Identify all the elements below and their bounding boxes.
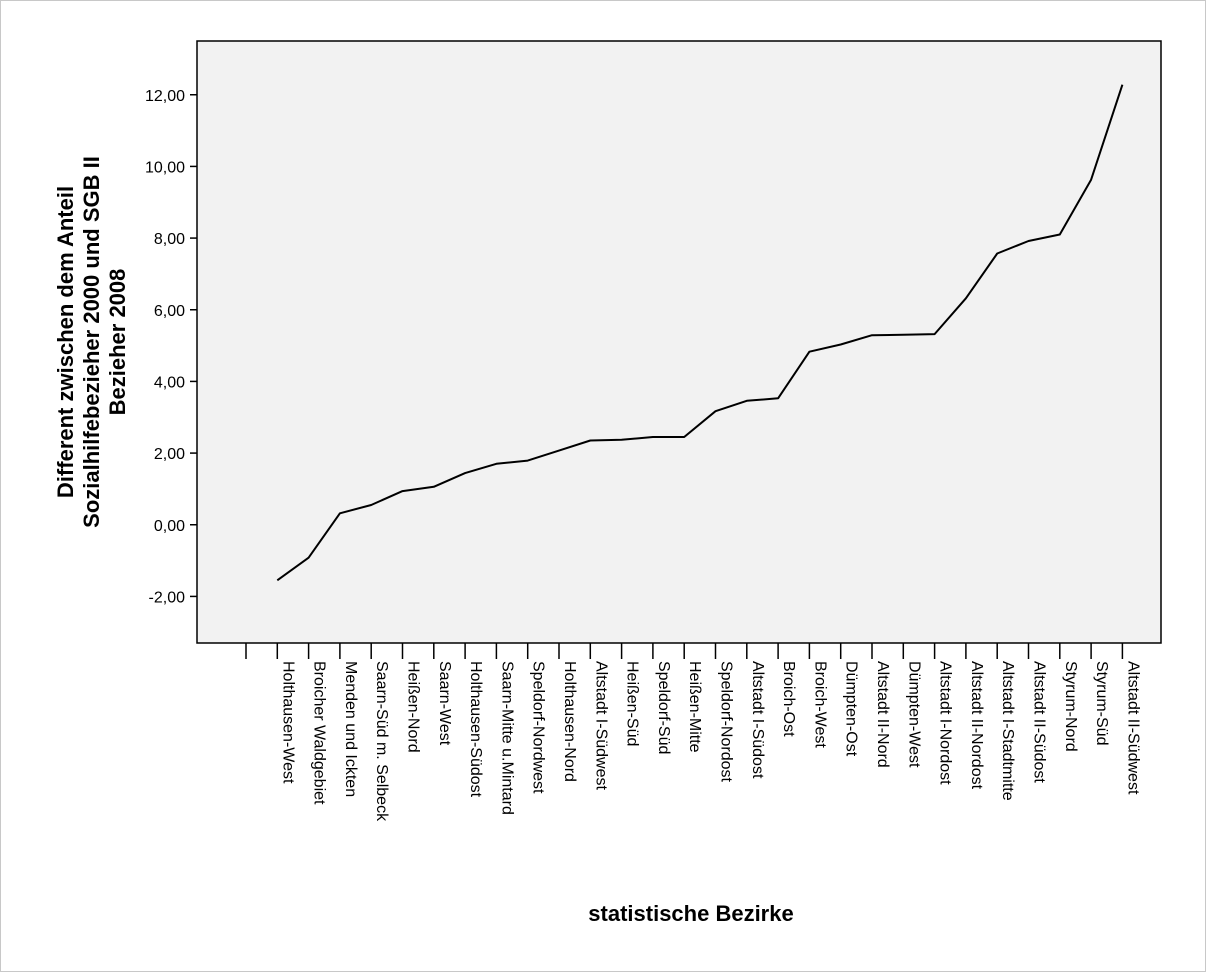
x-tick-label: Altstadt II-Südwest (1124, 661, 1141, 795)
y-axis: -2,00 0,00 2,00 4,00 6,00 8,00 10,00 12,00 (145, 88, 197, 606)
x-tick-label: Menden und Ickten (342, 661, 359, 797)
y-axis-title-line: Different zwischen dem Anteil (53, 186, 78, 498)
x-tick-label: Saarn-Süd m. Selbeck (373, 661, 390, 822)
x-tick-label: Altstadt II-Südost (1031, 661, 1048, 783)
x-tick-label: Altstadt I-Nordost (937, 661, 954, 785)
y-tick-label: 8,00 (154, 231, 185, 248)
y-tick-label: 10,00 (145, 159, 185, 176)
x-tick-label: Holthausen-Südost (467, 661, 484, 798)
x-axis: Holthausen-West Broicher Waldgebiet Menden… (245, 643, 1141, 822)
series-line (276, 84, 1124, 582)
x-tick-label: Altstadt II-Nord (874, 661, 891, 768)
x-axis-title: statistische Bezirke (588, 901, 793, 926)
x-tick-label: Broich-Ost (780, 661, 797, 737)
y-axis-title-line: Sozialhilfebezieher 2000 und SGB II (79, 156, 104, 528)
x-tick-label: Heißen-Mitte (686, 661, 703, 753)
x-tick-label: Saarn-Mitte u.Mintard (498, 661, 515, 815)
y-tick-label: 6,00 (154, 303, 185, 320)
y-axis-title-line: Bezieher 2008 (105, 269, 130, 416)
x-tick-label: Speldorf-Nordost (718, 661, 735, 783)
x-tick-label: Heißen-Nord (405, 661, 422, 753)
y-tick-label: 4,00 (154, 374, 185, 391)
plot-area (196, 40, 1162, 644)
y-tick-label: 0,00 (154, 518, 185, 535)
x-tick-label: Styrum-Süd (1093, 661, 1110, 745)
x-tick-label: Speldorf-Nordwest (530, 661, 547, 794)
x-tick-label: Altstadt I-Südwest (592, 661, 609, 791)
x-tick-label: Speldorf-Süd (655, 661, 672, 754)
y-tick-label: 12,00 (145, 88, 185, 105)
x-tick-label: Altstadt I-Stadtmitte (999, 661, 1016, 801)
x-tick-label: Saarn-West (436, 661, 453, 746)
x-tick-label: Broich-West (811, 661, 828, 748)
x-tick-label: Altstadt I-Südost (749, 661, 766, 779)
y-axis-title: Different zwischen dem AnteilSozialhilfe… (53, 156, 130, 528)
x-tick-label: Altstadt II-Nordost (968, 661, 985, 790)
x-tick-label: Dümpten-Ost (843, 661, 860, 757)
y-tick-label: 2,00 (154, 446, 185, 463)
x-tick-label: Dümpten-West (905, 661, 922, 768)
x-tick-label: Styrum-Nord (1062, 661, 1079, 752)
x-tick-label: Broicher Waldgebiet (311, 661, 328, 805)
x-tick-label: Holthausen-West (279, 661, 296, 784)
x-tick-label: Heißen-Süd (624, 661, 641, 746)
x-tick-label: Holthausen-Nord (561, 661, 578, 782)
y-tick-label: -2,00 (149, 589, 186, 606)
